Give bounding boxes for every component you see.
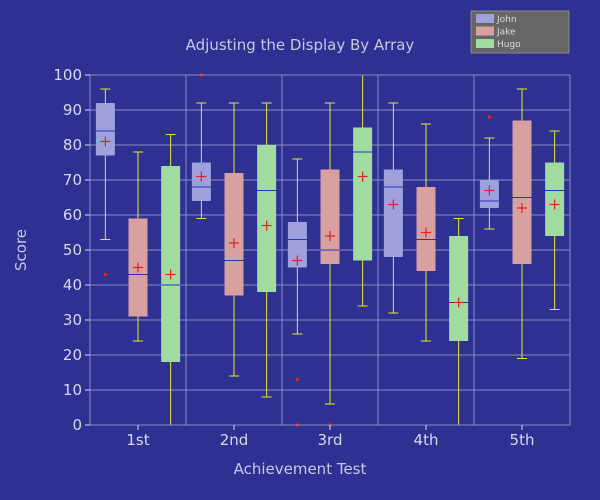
box-body xyxy=(191,162,211,201)
legend-swatch-jake xyxy=(476,26,494,36)
y-tick-label: 20 xyxy=(63,346,82,364)
y-tick-label: 90 xyxy=(63,101,82,119)
y-tick-label: 30 xyxy=(63,311,82,329)
box-body xyxy=(512,120,532,264)
legend-swatch-john xyxy=(476,14,494,23)
box-body xyxy=(353,127,373,261)
box-body xyxy=(383,169,403,257)
box-body xyxy=(224,173,244,296)
outlier-point xyxy=(295,377,300,382)
box-hugo-1st xyxy=(161,134,181,426)
box-jake-1st xyxy=(128,151,148,342)
y-tick-label: 60 xyxy=(63,206,82,224)
axes: 0 10 20 30 40 50 60 70 80 90 100 1st 2nd 3rd 4th 5th xyxy=(53,66,571,449)
box-body xyxy=(449,236,469,341)
y-tick-label: 70 xyxy=(63,171,82,189)
box-hugo-3rd xyxy=(353,74,373,307)
chart-title: Adjusting the Display By Array xyxy=(186,36,415,54)
box-body xyxy=(545,162,565,236)
outlier-point xyxy=(103,272,108,277)
legend-swatch-hugo xyxy=(476,39,494,48)
y-tick-label: 40 xyxy=(63,276,82,294)
x-axis-label: Achievement Test xyxy=(234,460,367,478)
box-jake-2nd xyxy=(224,102,244,377)
box-john-3rd xyxy=(287,158,307,427)
x-tick-label: 5th xyxy=(510,431,535,449)
box-john-4th xyxy=(383,102,403,314)
x-tick-label: 2nd xyxy=(220,431,249,449)
box-body xyxy=(161,166,181,362)
outlier-point xyxy=(487,115,492,119)
box-hugo-2nd xyxy=(257,102,277,398)
plot-area xyxy=(95,73,565,427)
box-body xyxy=(257,145,277,292)
x-tick-label: 4th xyxy=(414,431,439,449)
box-jake-4th xyxy=(416,123,436,342)
y-tick-label: 0 xyxy=(72,416,82,434)
box-john-5th xyxy=(479,115,499,230)
legend-label-jake: Jake xyxy=(496,28,516,38)
y-tick-label: 50 xyxy=(63,241,82,259)
x-tick-label: 1st xyxy=(126,431,149,449)
y-axis-label: Score xyxy=(12,229,30,271)
box-jake-5th xyxy=(512,88,532,359)
legend-label-john: John xyxy=(496,15,517,25)
legend: John Jake Hugo xyxy=(470,10,570,54)
y-tick-label: 100 xyxy=(53,66,82,84)
box-john-1st xyxy=(95,88,115,277)
box-body xyxy=(287,222,307,268)
legend-label-hugo: Hugo xyxy=(497,40,521,50)
y-tick-label: 80 xyxy=(63,136,82,154)
box-body xyxy=(95,103,115,156)
x-tick-label: 3rd xyxy=(318,431,343,449)
box-jake-3rd xyxy=(320,102,340,427)
box-hugo-5th xyxy=(545,130,565,310)
y-tick-label: 10 xyxy=(63,381,82,399)
box-john-2nd xyxy=(191,73,211,219)
box-hugo-4th xyxy=(449,218,469,426)
box-body xyxy=(320,169,340,264)
